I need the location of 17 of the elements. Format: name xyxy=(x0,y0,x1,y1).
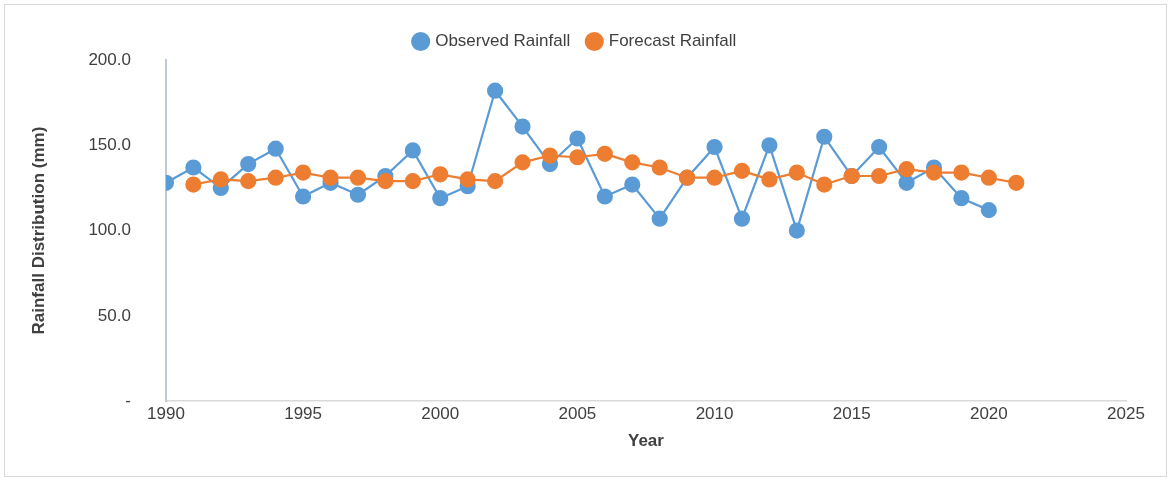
x-tick-label: 2020 xyxy=(969,404,1008,424)
y-axis-title: Rainfall Distribution (mm) xyxy=(28,126,48,335)
x-tick-label: 1995 xyxy=(284,404,323,424)
x-tick-label: 1990 xyxy=(147,404,185,424)
x-tick-label: 2015 xyxy=(832,404,871,424)
y-tick-label: - xyxy=(125,390,131,410)
x-tick-label: 2000 xyxy=(421,404,460,424)
legend-label: Forecast Rainfall xyxy=(608,31,737,51)
y-tick-label: 200.0 xyxy=(88,49,131,69)
y-tick-label: 100.0 xyxy=(88,220,131,240)
y-tick-label: 50.0 xyxy=(97,305,131,325)
x-axis-title: Year xyxy=(628,431,665,451)
x-tick-label: 2005 xyxy=(558,404,597,424)
x-tick-label: 2025 xyxy=(1107,404,1145,424)
legend-label: Observed Rainfall xyxy=(435,31,571,51)
y-tick-label: 150.0 xyxy=(88,134,131,154)
x-tick-label: 2010 xyxy=(695,404,734,424)
